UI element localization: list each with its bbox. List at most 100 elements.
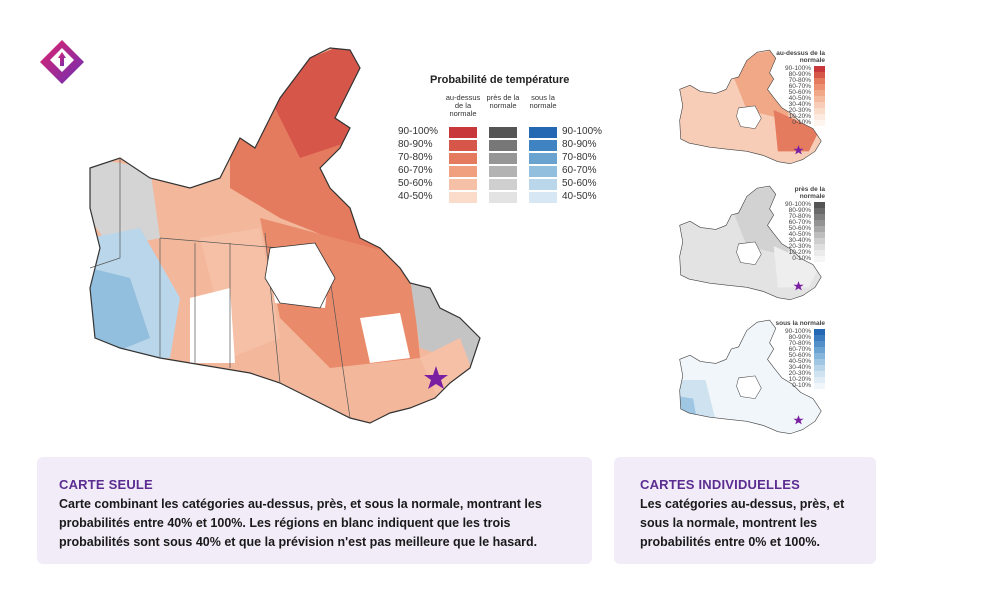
small-legend-row: 40-50% [770, 358, 825, 365]
small-map-legend: au-dessus de la normale 90-100% 80-90% 70-8… [770, 50, 825, 126]
small-legend-range-label: 20-30% [788, 107, 811, 114]
small-legend-row: 20-30% [770, 370, 825, 377]
small-legend-range-label: 0-10% [792, 382, 811, 389]
small-map-legend-title: près de la normale [794, 186, 825, 200]
small-legend-swatch [814, 90, 825, 96]
small-legend-range-label: 90-100% [784, 65, 811, 72]
legend-range-label-right: 90-100% [562, 126, 603, 137]
location-star-icon [793, 415, 804, 425]
small-legend-swatch [814, 244, 825, 250]
legend-row: 60-70% 60-70% [388, 165, 618, 178]
card-individual-heading: CARTES INDIVIDUELLES [640, 477, 801, 492]
small-legend-range-label: 60-70% [788, 83, 811, 90]
location-star-icon [793, 145, 804, 155]
legend-swatch-below [529, 140, 557, 151]
small-legend-row: 50-60% [770, 225, 825, 232]
small-legend-row: 70-80% [770, 213, 825, 220]
small-legend-row: 10-20% [770, 376, 825, 383]
legend-swatch-near [489, 127, 517, 138]
small-legend-row: 10-20% [770, 113, 825, 120]
small-legend-swatch [814, 114, 825, 120]
small-legend-range-label: 50-60% [788, 89, 811, 96]
small-legend-swatch [814, 329, 825, 335]
legend-range-label-left: 80-90% [398, 139, 433, 150]
small-map-legend-title: au-dessus de la normale [776, 50, 825, 64]
legend-title: Probabilité de température [430, 74, 570, 86]
legend-range-label-left: 40-50% [398, 191, 433, 202]
small-map-1 [679, 185, 822, 301]
small-legend-row: 70-80% [770, 340, 825, 347]
legend-swatch-above [449, 192, 477, 203]
small-legend-range-label: 90-100% [784, 201, 811, 208]
card-individual-maps: CARTES INDIVIDUELLES Les catégories au-d… [614, 457, 876, 564]
small-legend-range-label: 0-10% [792, 255, 811, 262]
small-legend-swatch [814, 120, 825, 126]
small-legend-range-label: 50-60% [788, 225, 811, 232]
location-star-icon [793, 281, 804, 291]
small-legend-row: 60-70% [770, 346, 825, 353]
card-single-map: CARTE SEULE Carte combinant les catégori… [37, 457, 592, 564]
legend-swatch-above [449, 127, 477, 138]
legend-range-label-left: 50-60% [398, 178, 433, 189]
legend-range-label-left: 60-70% [398, 165, 433, 176]
small-legend-range-label: 60-70% [788, 219, 811, 226]
small-legend-swatch [814, 72, 825, 78]
card-single-heading: CARTE SEULE [59, 477, 153, 492]
small-legend-range-label: 70-80% [788, 340, 811, 347]
small-legend-swatch [814, 359, 825, 365]
legend-range-label-right: 80-90% [562, 139, 597, 150]
small-legend-row: 20-30% [770, 243, 825, 250]
small-legend-range-label: 80-90% [788, 71, 811, 78]
legend-row: 40-50% 40-50% [388, 191, 618, 204]
small-legend-row: 90-100% [770, 201, 825, 208]
legend-row: 90-100% 90-100% [388, 126, 618, 139]
small-legend-swatch [814, 250, 825, 256]
small-legend-range-label: 80-90% [788, 334, 811, 341]
small-legend-swatch [814, 371, 825, 377]
small-legend-row: 80-90% [770, 207, 825, 214]
legend-column-near: près de la normale [486, 93, 520, 110]
small-legend-row: 30-40% [770, 101, 825, 108]
small-legend-row: 50-60% [770, 89, 825, 96]
small-legend-range-label: 40-50% [788, 95, 811, 102]
small-legend-range-label: 20-30% [788, 370, 811, 377]
small-legend-range-label: 30-40% [788, 364, 811, 371]
small-legend-swatch [814, 377, 825, 383]
small-legend-range-label: 0-10% [792, 119, 811, 126]
small-legend-range-label: 10-20% [788, 376, 811, 383]
small-legend-range-label: 80-90% [788, 207, 811, 214]
small-map-legend: sous la normale 90-100% 80-90% 70-80% 60-70%… [770, 320, 825, 389]
small-legend-range-label: 70-80% [788, 77, 811, 84]
small-legend-row: 50-60% [770, 352, 825, 359]
legend-row: 50-60% 50-60% [388, 178, 618, 191]
small-legend-range-label: 30-40% [788, 237, 811, 244]
small-legend-row: 30-40% [770, 237, 825, 244]
small-legend-row: 30-40% [770, 364, 825, 371]
small-legend-swatch [814, 78, 825, 84]
small-legend-row: 20-30% [770, 107, 825, 114]
legend-range-label-right: 70-80% [562, 152, 597, 163]
legend-column-below: sous la normale [529, 93, 557, 110]
small-legend-swatch [814, 365, 825, 371]
small-legend-swatch [814, 383, 825, 389]
small-legend-range-label: 50-60% [788, 352, 811, 359]
small-legend-range-label: 90-100% [784, 328, 811, 335]
legend-swatch-below [529, 179, 557, 190]
small-legend-range-label: 40-50% [788, 358, 811, 365]
legend-swatch-above [449, 166, 477, 177]
small-legend-range-label: 20-30% [788, 243, 811, 250]
small-map-0 [679, 49, 822, 165]
small-legend-swatch [814, 96, 825, 102]
legend-range-label-left: 90-100% [398, 126, 439, 137]
small-legend-row: 60-70% [770, 219, 825, 226]
small-legend-swatch [814, 347, 825, 353]
legend-swatch-near [489, 179, 517, 190]
small-legend-row: 90-100% [770, 328, 825, 335]
legend-swatch-below [529, 127, 557, 138]
small-legend-row: 80-90% [770, 71, 825, 78]
small-legend-row: 70-80% [770, 77, 825, 84]
small-legend-range-label: 60-70% [788, 346, 811, 353]
legend-swatch-below [529, 153, 557, 164]
small-legend-row: 90-100% [770, 65, 825, 72]
legend-swatch-near [489, 153, 517, 164]
